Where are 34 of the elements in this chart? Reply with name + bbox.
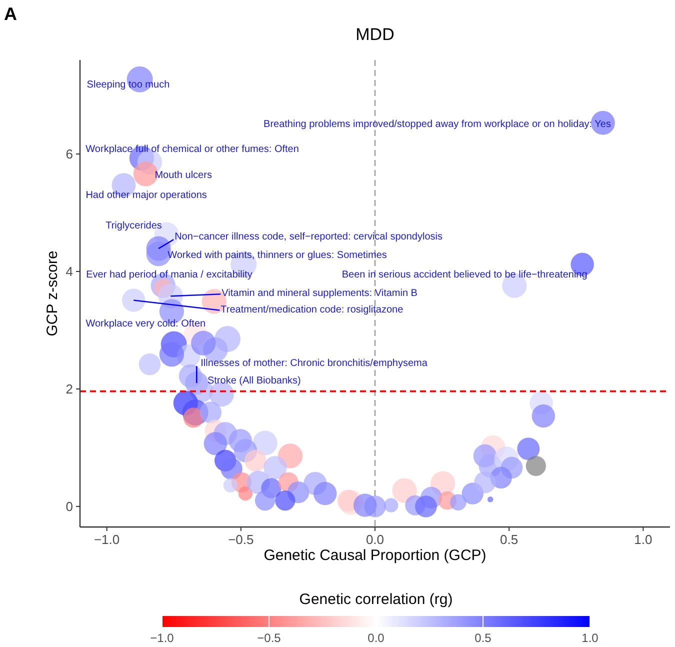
x-tick-label: −1.0 [94,532,120,547]
annotation: Treatment/medication code: rosiglitazone [220,304,404,316]
annotation: Stroke (All Biobanks) [207,376,301,387]
color-bar-label: −0.5 [257,631,282,645]
annotation: Workplace very cold: Often [86,318,206,330]
x-axis-title: Genetic Causal Proportion (GCP) [264,547,486,564]
color-bar-label: 0.0 [368,631,385,645]
annotation: Non−cancer illness code, self−reported: cervical spondylosis [174,232,442,243]
y-tick-label: 4 [66,264,73,280]
annotation: Vitamin and mineral supplements: Vitamin B [222,288,418,300]
annotation: Mouth ulcers [154,170,212,181]
x-tick-label: −0.5 [228,532,254,547]
annotation: Triglycerides [106,220,162,232]
annotation: Been in serious accident believed to be life−threatening [342,269,588,280]
color-bar-label: 1.0 [582,631,599,645]
text: A [4,4,17,24]
chart-title: MDD [356,25,394,44]
annotation: Ever had period of mania / excitability [86,270,252,281]
y-axis-title: GCP z-score [44,250,61,336]
y-tick-label: 0 [66,498,73,514]
annotation: Had other major operations [86,190,207,202]
y-tick-label: 6 [66,146,73,162]
color-bar-label: −1.0 [150,631,174,645]
x-tick-label: 0.0 [366,532,384,547]
x-tick-label: 0.5 [500,532,518,547]
annotation: Breathing problems improved/stopped away from workplace or on holiday: Yes [264,118,611,130]
y-tick-label: 2 [66,382,73,397]
x-tick-label: 1.0 [634,532,652,547]
annotation: Worked with paints, thinners or glues: Sometimes [168,250,387,261]
annotation: Workplace full of chemical or other fumes: Often [86,144,299,156]
color-bar-label: 0.5 [474,631,492,645]
annotation: Sleeping too much [86,79,170,90]
color-bar-title: Genetic correlation (rg) [299,591,453,608]
annotation: Illnesses of mother: Chronic bronchitis/emphysema [200,358,428,370]
